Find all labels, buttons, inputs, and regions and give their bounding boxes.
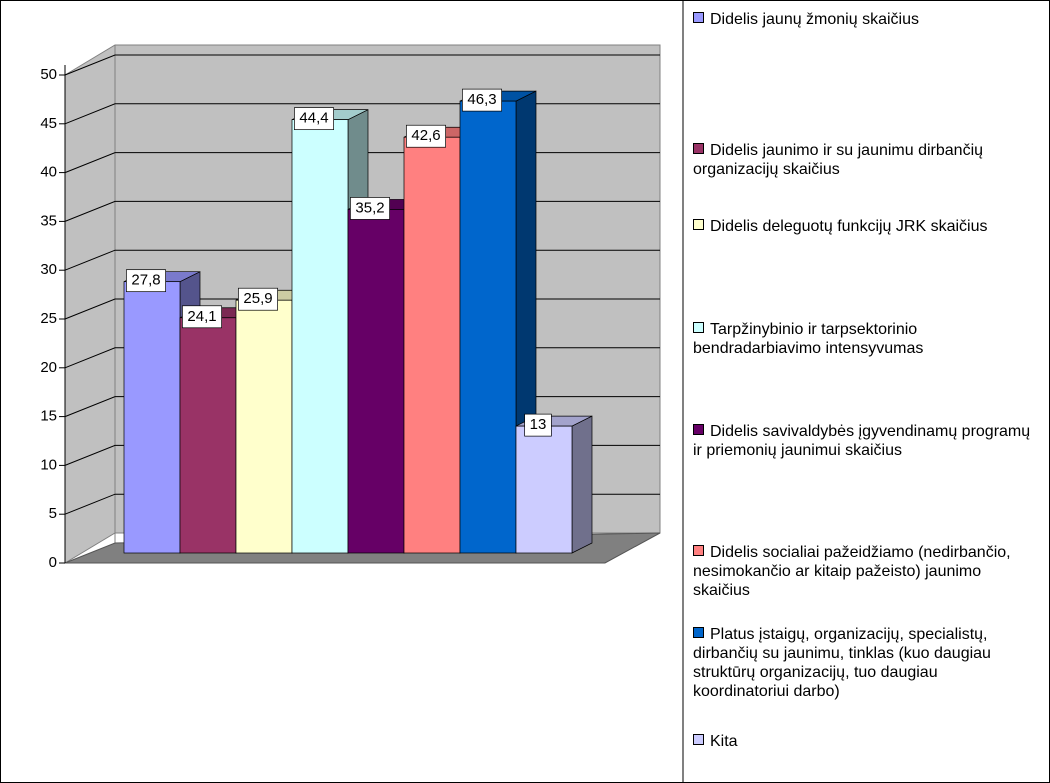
value-label-box: [294, 107, 334, 131]
legend-swatch: [693, 734, 704, 745]
value-label: 27,8: [131, 272, 160, 289]
bar: [403, 136, 461, 554]
value-label: 35,2: [355, 199, 384, 216]
legend-label: Didelis socialiai pažeidžiamo (nedirbanč…: [693, 544, 1011, 599]
y-tick-label: 25: [40, 310, 57, 327]
legend-item: Didelis deleguotų funkcijų JRK skaičius: [693, 217, 1038, 236]
y-tick-label: 30: [40, 261, 57, 278]
legend-swatch: [693, 627, 704, 638]
bar: [459, 100, 517, 554]
value-label-box: [238, 287, 278, 311]
value-label-box: [462, 88, 502, 112]
legend-item: Platus įstaigų, organizacijų, specialist…: [693, 625, 1038, 701]
value-label: 42,6: [411, 127, 440, 144]
value-label-box: [182, 305, 222, 329]
legend-label: Didelis savivaldybės įgyvendinamų progra…: [693, 423, 1031, 459]
y-tick-label: 50: [40, 66, 57, 83]
legend-swatch: [693, 322, 704, 333]
grid-line: [64, 54, 660, 76]
legend-label: Didelis deleguotų funkcijų JRK skaičius: [710, 218, 988, 235]
value-label: 13: [530, 416, 547, 433]
y-tick-label: 20: [40, 359, 57, 376]
legend-swatch: [693, 12, 704, 23]
bar: [235, 299, 293, 554]
value-label-box: [350, 197, 390, 220]
value-label: 44,4: [299, 110, 328, 127]
y-tick-label: 35: [40, 212, 57, 229]
legend-swatch: [693, 424, 704, 435]
legend-item: Didelis socialiai pažeidžiamo (nedirbanč…: [693, 543, 1038, 600]
y-tick-label: 5: [49, 505, 57, 522]
bar: [179, 317, 237, 554]
value-label-box: [126, 269, 166, 293]
legend-item: Didelis savivaldybės įgyvendinamų progra…: [693, 422, 1038, 460]
legend-label: Platus įstaigų, organizacijų, specialist…: [693, 626, 991, 700]
value-label: 25,9: [243, 290, 272, 307]
value-label-box: [524, 413, 552, 437]
value-label-box: [406, 124, 446, 148]
bar: [347, 209, 405, 554]
value-label: 24,1: [187, 308, 216, 325]
legend-item: Tarpžinybinio ir tarpsektorinio bendrada…: [693, 320, 1038, 358]
legend-swatch: [693, 143, 704, 154]
legend-item: Didelis jaunų žmonių skaičius: [693, 10, 1038, 29]
y-tick-label: 10: [40, 456, 57, 473]
value-label: 46,3: [467, 91, 496, 108]
legend-item: Didelis jaunimo ir su jaunimu dirbančių …: [693, 141, 1038, 179]
y-tick-label: 0: [49, 554, 57, 571]
legend-item: Kita: [693, 732, 1038, 751]
legend-label: Didelis jaunimo ir su jaunimu dirbančių …: [693, 142, 984, 178]
legend-swatch: [693, 219, 704, 230]
bar: [515, 425, 573, 554]
legend-label: Kita: [710, 733, 738, 750]
y-tick-label: 45: [40, 115, 57, 132]
legend-label: Tarpžinybinio ir tarpsektorinio bendrada…: [693, 321, 924, 357]
legend-label: Didelis jaunų žmonių skaičius: [710, 11, 919, 28]
y-tick-label: 15: [40, 408, 57, 425]
legend-swatch: [693, 545, 704, 556]
bar-side: [571, 415, 593, 554]
bar: [123, 281, 181, 554]
y-tick-label: 40: [40, 164, 57, 181]
bar: [291, 119, 349, 554]
